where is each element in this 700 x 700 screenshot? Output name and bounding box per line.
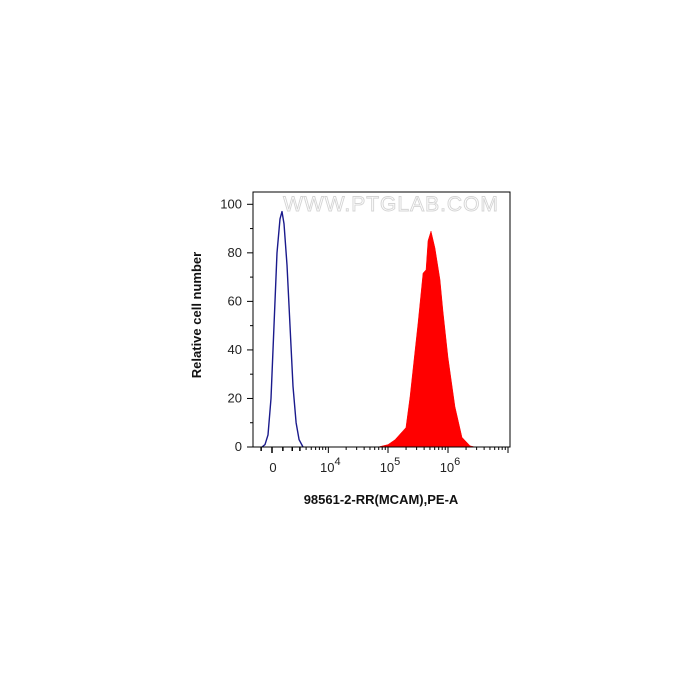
y-tick-label: 0: [235, 439, 242, 454]
y-axis-title: Relative cell number: [189, 252, 204, 378]
x-axis-title: 98561-2-RR(MCAM),PE-A: [304, 492, 459, 507]
y-tick-label: 20: [228, 390, 242, 405]
x-tick-label: 104: [320, 456, 341, 475]
plot-frame: [252, 191, 511, 448]
series-1-filled-histogram: [377, 230, 476, 448]
x-tick-exponent: 6: [454, 456, 460, 468]
y-tick-label: 60: [228, 293, 242, 308]
x-tick-label: 0: [269, 460, 276, 475]
series-0-outline-histogram: [261, 210, 304, 448]
x-tick-label: 105: [380, 456, 401, 475]
y-axis: 0 20 40 60 80 100: [220, 196, 253, 454]
x-tick-exponent: 5: [394, 456, 400, 468]
y-tick-label: 100: [220, 196, 242, 211]
watermark: WWW.PTGLAB.COM: [283, 193, 499, 216]
y-tick-label: 40: [228, 342, 242, 357]
x-tick-label: 106: [440, 456, 461, 475]
y-tick-label: 80: [228, 245, 242, 260]
x-tick-exponent: 4: [335, 456, 341, 468]
series-layer: [261, 210, 476, 448]
x-axis: 0 104 105 106: [253, 446, 510, 475]
